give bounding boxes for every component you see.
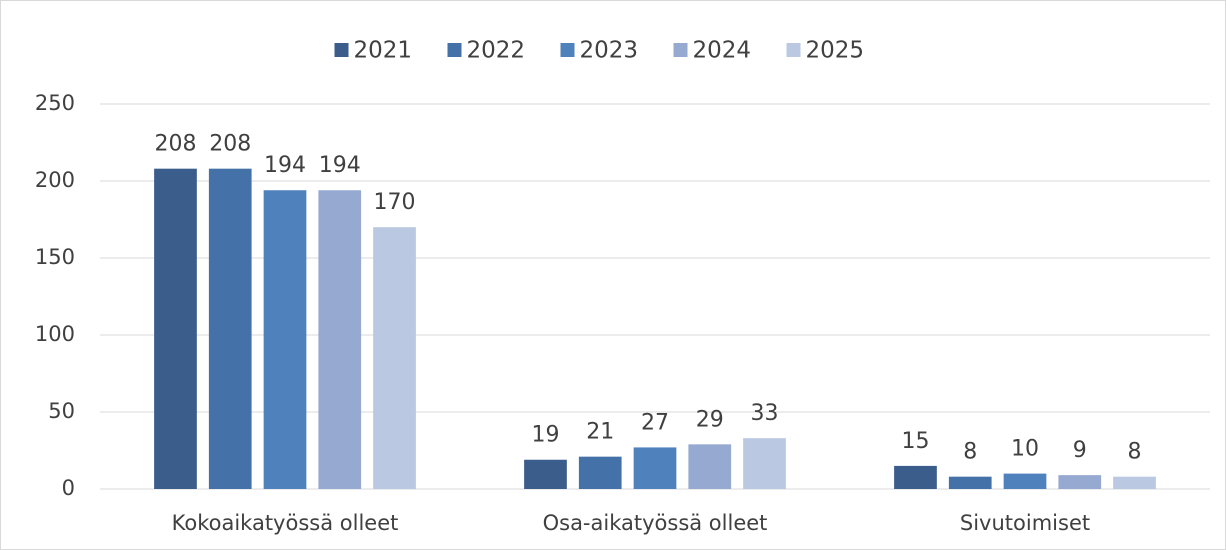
bar bbox=[318, 190, 362, 490]
data-label: 8 bbox=[963, 440, 977, 465]
data-label: 10 bbox=[1011, 437, 1039, 462]
data-label: 194 bbox=[264, 153, 306, 178]
bar bbox=[1113, 476, 1156, 489]
legend-label: 2021 bbox=[354, 38, 413, 64]
legend-swatch bbox=[786, 43, 801, 57]
data-label: 33 bbox=[751, 401, 779, 426]
legend-label: 2025 bbox=[806, 38, 865, 64]
bar bbox=[154, 168, 197, 489]
x-tick-label: Osa-aikatyössä olleet bbox=[543, 511, 768, 535]
bar bbox=[633, 447, 677, 489]
data-label: 9 bbox=[1073, 438, 1087, 463]
bar bbox=[208, 168, 252, 489]
legend-label: 2024 bbox=[693, 38, 752, 64]
data-label: 208 bbox=[209, 132, 251, 157]
legend-label: 2023 bbox=[580, 38, 639, 64]
bar bbox=[578, 456, 622, 489]
data-label: 208 bbox=[154, 132, 196, 157]
bar bbox=[743, 438, 786, 489]
data-label: 8 bbox=[1128, 440, 1142, 465]
bar bbox=[1003, 473, 1047, 489]
bar bbox=[688, 444, 732, 489]
x-tick-label: Sivutoimiset bbox=[960, 511, 1090, 535]
y-tick-label: 200 bbox=[35, 168, 75, 192]
data-label: 19 bbox=[531, 423, 559, 448]
bar bbox=[948, 476, 992, 489]
legend-swatch bbox=[334, 43, 349, 57]
data-label: 29 bbox=[696, 407, 724, 432]
bar bbox=[524, 459, 567, 489]
legend-swatch bbox=[560, 43, 575, 57]
y-tick-label: 150 bbox=[35, 245, 75, 269]
legend-label: 2022 bbox=[467, 38, 526, 64]
y-tick-label: 50 bbox=[48, 399, 75, 423]
legend-swatch bbox=[673, 43, 688, 57]
data-label: 27 bbox=[641, 410, 669, 435]
x-tick-label: Kokoaikatyössä olleet bbox=[172, 511, 399, 535]
y-tick-label: 0 bbox=[62, 476, 75, 500]
data-label: 15 bbox=[901, 429, 929, 454]
data-label: 21 bbox=[586, 420, 614, 445]
legend-swatch bbox=[447, 43, 462, 57]
bar bbox=[1058, 475, 1102, 489]
y-tick-label: 250 bbox=[35, 91, 75, 115]
bar bbox=[894, 465, 937, 489]
data-label: 170 bbox=[374, 190, 416, 215]
data-label: 194 bbox=[319, 153, 361, 178]
bar bbox=[263, 190, 307, 490]
bar bbox=[373, 227, 416, 489]
y-tick-label: 100 bbox=[35, 322, 75, 346]
